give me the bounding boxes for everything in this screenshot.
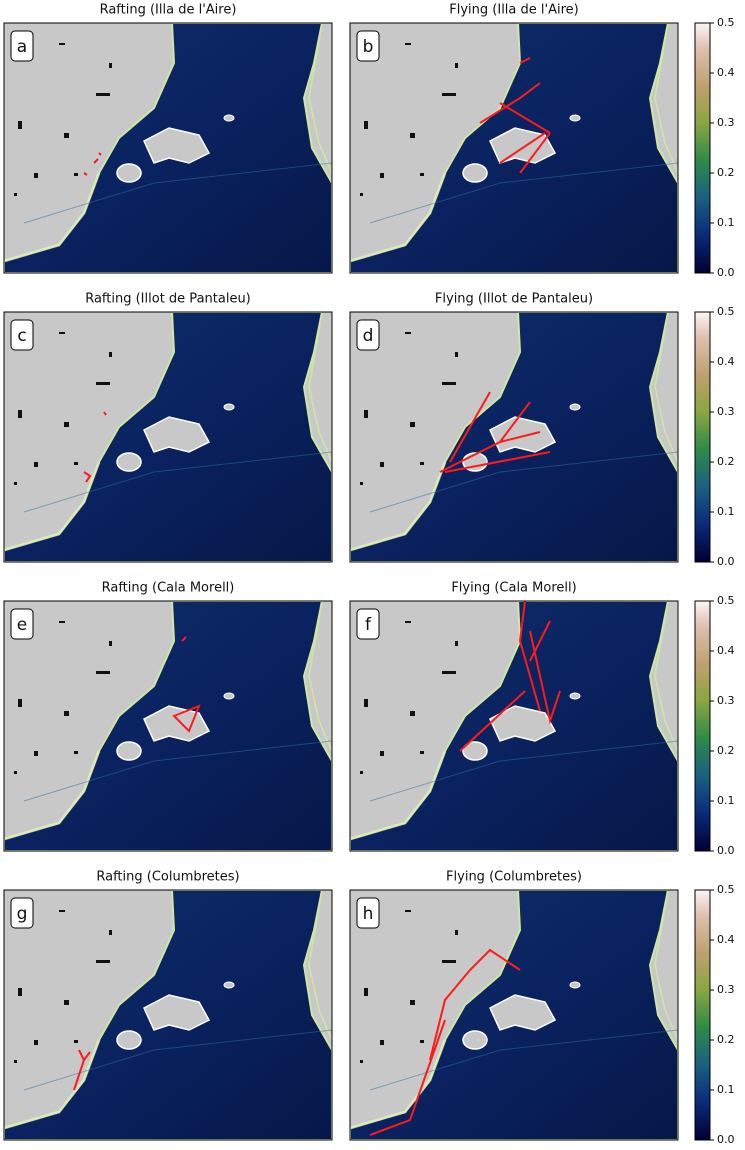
panel-letter: e <box>17 615 27 635</box>
trajectories <box>479 57 551 174</box>
panel-title: Flying (Cala Morell) <box>451 581 576 596</box>
map-panel: g <box>4 890 332 1140</box>
frame <box>3 22 333 274</box>
panel-title: Flying (Columbretes) <box>446 870 582 885</box>
letter-box <box>356 608 380 640</box>
colorbar-tick-label: 0.2 <box>717 1033 735 1046</box>
panel-letter: g <box>17 904 28 924</box>
colorbar-tick-label: 0.0 <box>717 266 735 279</box>
colorbar-tick-label: 0.2 <box>717 455 735 468</box>
map <box>350 601 678 851</box>
letter-box <box>356 30 380 62</box>
map-panel: d <box>350 312 678 562</box>
colorbar-tick-label: 0.4 <box>717 66 735 79</box>
frame <box>349 22 679 274</box>
map <box>4 312 332 562</box>
colorbar-tick-label: 0.0 <box>717 1133 735 1146</box>
trajectories <box>73 1049 91 1091</box>
frame <box>349 311 679 563</box>
panel-title: Rafting (Columbretes) <box>96 870 239 885</box>
map <box>350 890 678 1140</box>
colorbar-tick-label: 0.5 <box>717 883 735 896</box>
map <box>350 312 678 562</box>
panel-letter: a <box>17 37 27 57</box>
colorbar-tick-label: 0.5 <box>717 594 735 607</box>
colorbar-tick-label: 0.4 <box>717 355 735 368</box>
map-panel: b <box>350 23 678 273</box>
trajectories <box>439 391 551 473</box>
trajectories <box>459 600 561 752</box>
colorbar-tick-label: 0.5 <box>717 16 735 29</box>
panel-title: Flying (Illa de l'Aire) <box>449 3 578 18</box>
panel-letter: h <box>363 904 374 924</box>
map <box>4 601 332 851</box>
frame <box>3 311 333 563</box>
colorbar-tick-label: 0.3 <box>717 405 735 418</box>
colorbar-tick-label: 0.4 <box>717 933 735 946</box>
letter-box <box>356 319 380 351</box>
colorbar-tick-label: 0.0 <box>717 555 735 568</box>
map-panel: h <box>350 890 678 1140</box>
colorbar-tick-label: 0.3 <box>717 694 735 707</box>
frame <box>3 889 333 1141</box>
map <box>4 23 332 273</box>
colorbar <box>694 22 711 274</box>
colorbar <box>694 600 711 852</box>
panel-title: Rafting (Cala Morell) <box>102 581 235 596</box>
colorbar-tick-label: 0.3 <box>717 116 735 129</box>
frame <box>349 889 679 1141</box>
letter-box <box>10 30 34 62</box>
colorbar <box>694 889 711 1141</box>
colorbar-tick-label: 0.1 <box>717 505 735 518</box>
panel-title: Flying (Illot de Pantaleu) <box>435 292 593 307</box>
map-panel: e <box>4 601 332 851</box>
frame <box>3 600 333 852</box>
colorbar-tick-label: 0.2 <box>717 166 735 179</box>
frame <box>349 600 679 852</box>
map <box>350 23 678 273</box>
letter-box <box>10 608 34 640</box>
colorbar-tick-label: 0.3 <box>717 983 735 996</box>
trajectories <box>369 948 521 1136</box>
letter-box <box>10 319 34 351</box>
map-panel: f <box>350 601 678 851</box>
map <box>4 890 332 1140</box>
colorbar <box>694 311 711 563</box>
panel-title: Rafting (Illa de l'Aire) <box>100 3 237 18</box>
panel-title: Rafting (Illot de Pantaleu) <box>85 292 251 307</box>
colorbar-tick-label: 0.2 <box>717 744 735 757</box>
panel-letter: c <box>17 326 26 346</box>
colorbar-tick-label: 0.1 <box>717 216 735 229</box>
trajectories <box>83 411 107 483</box>
letter-box <box>356 897 380 929</box>
panel-letter: f <box>365 615 372 635</box>
trajectories <box>83 152 102 176</box>
colorbar-tick-label: 0.1 <box>717 1083 735 1096</box>
map-panel: a <box>4 23 332 273</box>
panel-letter: b <box>363 37 374 57</box>
map-panel: c <box>4 312 332 562</box>
colorbar-tick-label: 0.4 <box>717 644 735 657</box>
colorbar-tick-label: 0.5 <box>717 305 735 318</box>
colorbar-tick-label: 0.1 <box>717 794 735 807</box>
panel-letter: d <box>363 326 374 346</box>
colorbar-tick-label: 0.0 <box>717 844 735 857</box>
trajectories <box>172 636 201 733</box>
letter-box <box>10 897 34 929</box>
